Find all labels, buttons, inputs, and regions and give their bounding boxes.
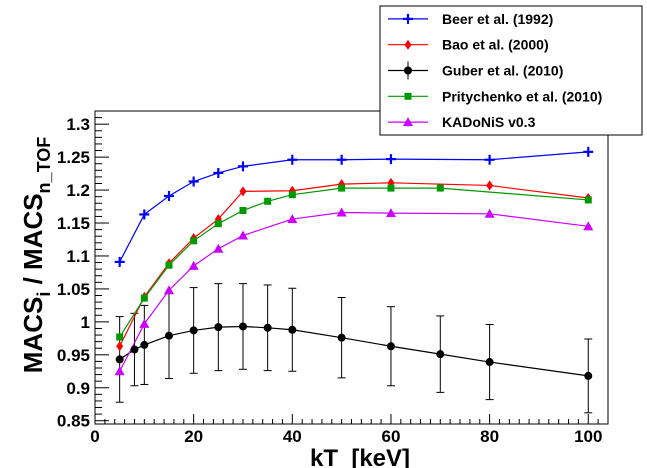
- data-point-0: [484, 154, 495, 165]
- y-axis-title-sub-i: i: [34, 292, 54, 297]
- y-tick-label: 1.1: [66, 247, 90, 266]
- data-point-3: [584, 196, 592, 204]
- data-point-4: [213, 243, 224, 253]
- legend-marker: [403, 117, 413, 127]
- legend-marker: [403, 13, 413, 24]
- x-axis-title: kT [keV]: [310, 445, 410, 468]
- data-point-3: [338, 184, 346, 192]
- series-line-0: [119, 151, 589, 263]
- data-point-0: [385, 154, 396, 165]
- y-axis-title: MACSi / MACSn_TOF: [18, 137, 54, 373]
- y-tick-label: 0.95: [57, 346, 90, 365]
- y-axis-title-sub-ntof: n_TOF: [34, 137, 54, 194]
- data-point-3: [436, 184, 444, 192]
- data-point-2: [584, 371, 593, 380]
- y-axis-title-mid: / MACS: [18, 193, 48, 291]
- y-tick-label: 1.05: [57, 280, 90, 299]
- legend-label: Guber et al. (2010): [442, 63, 563, 79]
- y-tick-label: 1.25: [57, 148, 90, 167]
- data-point-1: [239, 186, 247, 197]
- data-point-2: [214, 323, 223, 332]
- legend-marker: [404, 66, 412, 75]
- y-tick-label: 1: [81, 313, 90, 332]
- data-point-3: [214, 220, 222, 228]
- data-point-2: [337, 333, 346, 342]
- x-tick-label: 0: [90, 427, 99, 446]
- x-tick-label: 100: [574, 427, 602, 446]
- series-line-4: [119, 211, 589, 372]
- data-point-2: [288, 325, 297, 334]
- data-point-4: [385, 208, 396, 218]
- data-point-4: [287, 214, 298, 224]
- legend-label: Beer et al. (1992): [442, 11, 553, 27]
- x-tick-label: 20: [184, 427, 203, 446]
- data-point-4: [237, 230, 248, 240]
- data-point-0: [213, 167, 224, 178]
- y-tick-label: 1.2: [66, 181, 90, 200]
- error-bars: [115, 283, 593, 414]
- data-point-4: [583, 221, 594, 231]
- data-point-3: [140, 294, 148, 302]
- data-point-4: [336, 207, 347, 217]
- legend-label: KADoNiS v0.3: [442, 114, 536, 130]
- data-point-3: [165, 261, 173, 269]
- data-point-2: [140, 340, 149, 349]
- x-tick-label: 40: [283, 427, 302, 446]
- series-line-2: [119, 325, 589, 377]
- x-tick-label: 60: [382, 427, 401, 446]
- data-point-2: [130, 345, 139, 354]
- y-tick-label: 0.85: [57, 412, 90, 431]
- data-point-1: [486, 180, 494, 191]
- series-line-1: [119, 182, 589, 347]
- data-point-3: [288, 191, 296, 199]
- series-line-3: [119, 187, 589, 338]
- legend: Beer et al. (1992) Bao et al. (2000) Guber…: [379, 5, 643, 136]
- legend-marker: [404, 39, 412, 50]
- data-point-3: [387, 184, 395, 192]
- data-point-0: [237, 161, 248, 172]
- data-point-3: [116, 333, 124, 341]
- data-point-2: [386, 342, 395, 351]
- data-point-0: [336, 154, 347, 165]
- y-tick-label: 1.15: [57, 214, 90, 233]
- data-point-2: [238, 322, 247, 331]
- y-axis-title-main: MACS: [18, 297, 48, 374]
- data-point-0: [139, 209, 150, 220]
- data-point-1: [116, 341, 124, 352]
- data-point-3: [190, 237, 198, 245]
- y-tick-label: 0.9: [66, 379, 90, 398]
- data-point-4: [114, 366, 125, 376]
- series-lines: [119, 151, 589, 377]
- data-point-0: [583, 146, 594, 157]
- data-point-2: [485, 358, 494, 367]
- data-point-2: [263, 323, 272, 332]
- data-point-2: [115, 355, 124, 364]
- data-point-2: [436, 350, 445, 359]
- data-point-0: [163, 191, 174, 202]
- axis-ticks: 0 20 40 60 80 100 0.85 0.9 0.95 1 1.05 1.1 1.15 1.2 1.…: [57, 110, 602, 446]
- data-point-4: [139, 318, 150, 328]
- y-tick-label: 1.3: [66, 115, 90, 134]
- data-point-2: [164, 331, 173, 340]
- data-point-4: [188, 260, 199, 270]
- data-point-0: [287, 154, 298, 165]
- data-point-0: [188, 176, 199, 187]
- legend-marker: [404, 92, 412, 100]
- data-point-3: [239, 207, 247, 215]
- legend-label: Bao et al. (2000): [442, 37, 549, 53]
- data-point-0: [114, 256, 125, 267]
- data-point-4: [163, 285, 174, 295]
- data-point-4: [484, 208, 495, 218]
- data-point-3: [264, 197, 272, 205]
- data-point-2: [189, 326, 198, 335]
- series-markers: [114, 146, 594, 380]
- legend-label: Pritychenko et al. (2010): [442, 88, 602, 104]
- x-tick-label: 80: [480, 427, 499, 446]
